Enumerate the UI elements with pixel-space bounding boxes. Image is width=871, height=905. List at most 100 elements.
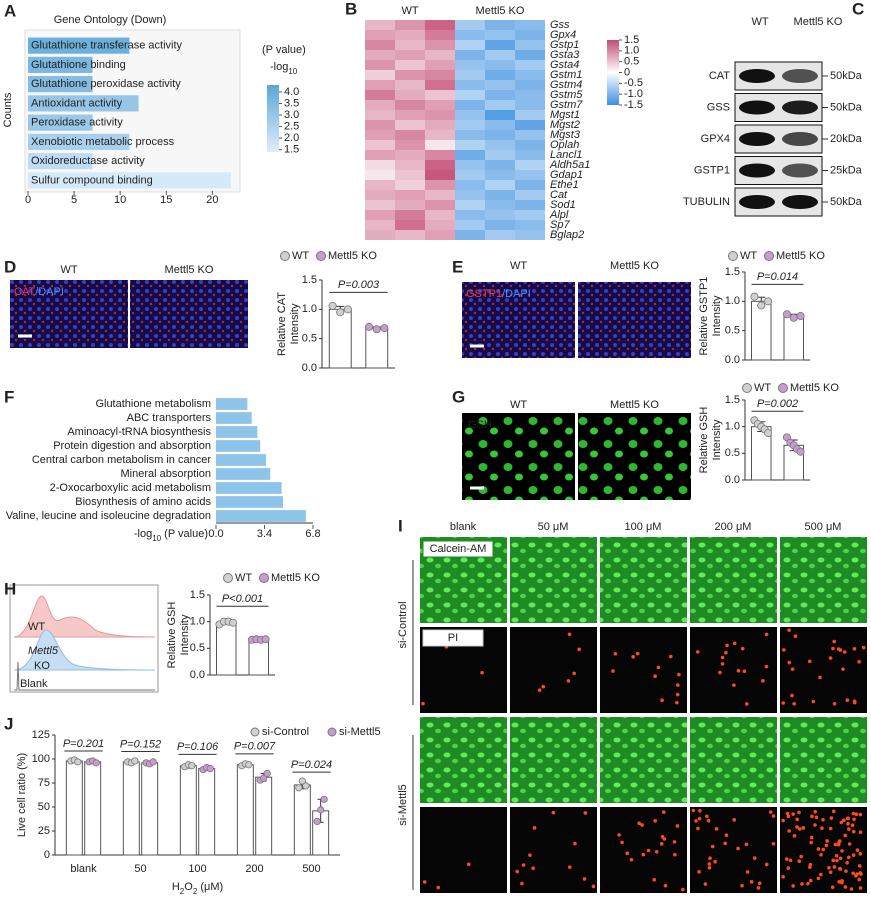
pi-cell [821,847,826,852]
row-label: Alpl [549,209,569,221]
pi-cell [732,641,737,646]
y-tick-label: 1.0 [725,295,740,307]
heatmap-cell [485,160,515,170]
pi-cell [675,692,680,697]
y-axis-label: Relative GSH [698,407,710,474]
colorbar-tick-label: 0.5 [624,56,639,68]
heatmap-cell [455,160,485,170]
y-tick-label: 50 [38,801,50,813]
heatmap-cell [455,120,485,130]
pi-cell [631,655,635,659]
legend-marker [316,251,326,261]
blot-header: Mettl5 KO [794,16,843,28]
pi-cell [819,852,823,857]
category-label: Mineral absorption [121,468,212,480]
heatmap-cell [515,190,545,200]
pi-cell [831,646,835,651]
heatmap-cell [425,160,455,170]
pi-cell [720,655,725,660]
row-label: Gpx4 [550,29,576,41]
bar [216,440,261,452]
pi-cell [705,814,709,819]
category-label: Glutathione peroxidase activity [31,78,181,90]
heatmap-cell [425,230,455,240]
flow-frame [9,584,159,693]
legend-marker [778,383,788,393]
pi-cell [792,701,796,706]
category-label: Antioxidant activity [31,97,123,109]
pi-cell [852,700,857,705]
pi-cell [718,670,722,675]
row-label: Sp7 [550,219,570,231]
y-tick-label: 125 [32,729,50,741]
pi-cell [521,863,526,867]
pi-cell [788,858,793,863]
heatmap-cell [455,30,485,40]
heatmap-cell [515,200,545,210]
data-point [317,806,325,814]
subscript: 2 [193,887,198,896]
heatmap-cell [515,160,545,170]
blot-protein: GPX4 [701,133,730,145]
bar [236,764,254,856]
heatmap-cell [425,50,455,60]
row-label: Gsta3 [550,49,580,61]
x-tick-label: 100 [188,863,206,875]
legend-label: Mettl5 KO [328,250,377,262]
row-label: Sod1 [550,199,576,211]
colorbar-tick-label: 3.5 [284,97,299,109]
pi-cell [808,865,812,869]
pi-cell [809,840,813,845]
bar [216,468,271,480]
data-point [260,774,268,782]
pi-cell [790,667,795,671]
pi-cell [813,809,817,814]
data-point [336,308,345,317]
pi-cell [757,881,762,886]
pi-cell [840,849,844,853]
stain-part: /DAPI [35,286,64,298]
pi-cell [528,853,532,857]
heatmap-cell [395,60,425,70]
pi-cell [708,856,712,861]
pi-cell [713,859,717,864]
pi-cell [662,810,666,814]
heatmap-cell [425,180,455,190]
panel-letter: F [4,387,14,406]
heatmap-cell [515,80,545,90]
colorbar-tick-label: 2.0 [284,132,299,144]
column-header: WT [401,5,418,17]
pi-cell [816,876,821,881]
pi-cell [646,848,651,853]
heatmap-cell [395,80,425,90]
pi-cell [800,882,804,886]
category-label: Peroxidase activity [31,117,123,129]
micrograph [130,280,248,348]
pi-cell [707,866,712,870]
heatmap-cell [425,190,455,200]
pi-cell [532,826,537,830]
pi-cell [816,847,821,851]
pi-cell [852,647,857,651]
heatmap-cell [395,20,425,30]
image-header: Mettl5 KO [610,260,659,272]
y-tick-label: 1.0 [302,303,317,315]
heatmap-cell [485,100,515,110]
row-label: Ethe1 [550,179,579,191]
heatmap-cell [485,190,515,200]
heatmap-cell [395,100,425,110]
pi-cell [818,675,822,680]
colorbar [267,85,279,152]
pi-cell [720,662,725,666]
heatmap-cell [395,210,425,220]
blot-band [739,163,775,178]
bar [216,622,237,676]
colorbar-tick-label: -1.5 [624,99,643,111]
heatmap-cell [455,130,485,140]
heatmap-cell [455,230,485,240]
blot-protein: CAT [709,70,730,82]
pi-cell [787,829,792,833]
pi-cell [829,816,834,820]
heatmap-cell [515,30,545,40]
heatmap-cell [395,160,425,170]
